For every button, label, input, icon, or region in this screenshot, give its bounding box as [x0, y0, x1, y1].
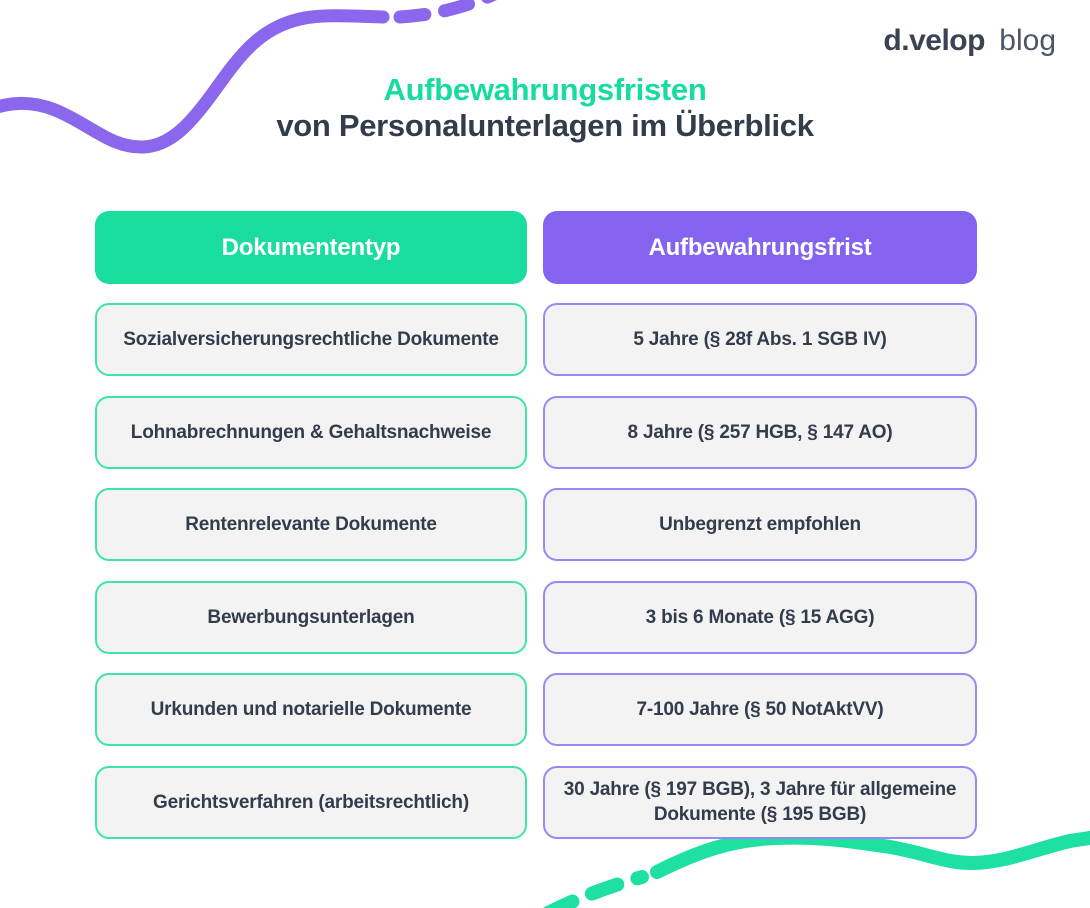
- dvelop-blog-logo: d.velop blog: [883, 24, 1056, 58]
- doc-type-cell: Gerichtsverfahren (arbeitsrechtlich): [95, 765, 527, 839]
- retention-period-cell: 7-100 Jahre (§ 50 NotAktVV): [543, 673, 977, 746]
- retention-period-cell: 3 bis 6 Monate (§ 15 AGG): [543, 580, 977, 654]
- title-line-1: Aufbewahrungsfristen: [383, 72, 707, 107]
- column-header-dokumententyp: Dokumententyp: [95, 211, 527, 284]
- dokumententyp-cell-list: Sozialversicherungsrechtliche Dokumente L…: [95, 303, 527, 839]
- doc-type-cell: Rentenrelevante Dokumente: [95, 488, 527, 561]
- doc-type-cell: Sozialversicherungsrechtliche Dokumente: [95, 303, 527, 376]
- retention-period-cell: Unbegrenzt empfohlen: [543, 488, 977, 561]
- green-wave-dashes-icon: [543, 870, 649, 908]
- page-title: Aufbewahrungsfristen von Personalunterla…: [0, 72, 1090, 144]
- purple-wave-dashes-icon: [393, 0, 497, 24]
- doc-type-cell: Lohnabrechnungen & Gehaltsnachweise: [95, 395, 527, 469]
- logo-brand-text: d.velop: [883, 24, 985, 57]
- retention-period-cell: 8 Jahre (§ 257 HGB, § 147 AO): [543, 395, 977, 469]
- logo-suffix-text: blog: [999, 24, 1056, 57]
- column-dokumententyp: Dokumententyp Sozialversicherungsrechtli…: [95, 211, 527, 858]
- doc-type-cell: Bewerbungsunterlagen: [95, 580, 527, 654]
- title-line-2: von Personalunterlagen im Überblick: [276, 108, 814, 143]
- retention-period-cell: 5 Jahre (§ 28f Abs. 1 SGB IV): [543, 303, 977, 376]
- doc-type-cell: Urkunden und notarielle Dokumente: [95, 673, 527, 746]
- aufbewahrungsfrist-cell-list: 5 Jahre (§ 28f Abs. 1 SGB IV) 8 Jahre (§ …: [543, 303, 977, 839]
- column-header-aufbewahrungsfrist: Aufbewahrungsfrist: [543, 211, 977, 284]
- column-aufbewahrungsfrist: Aufbewahrungsfrist 5 Jahre (§ 28f Abs. 1…: [543, 211, 977, 858]
- retention-period-cell: 30 Jahre (§ 197 BGB), 3 Jahre für allgem…: [543, 765, 977, 839]
